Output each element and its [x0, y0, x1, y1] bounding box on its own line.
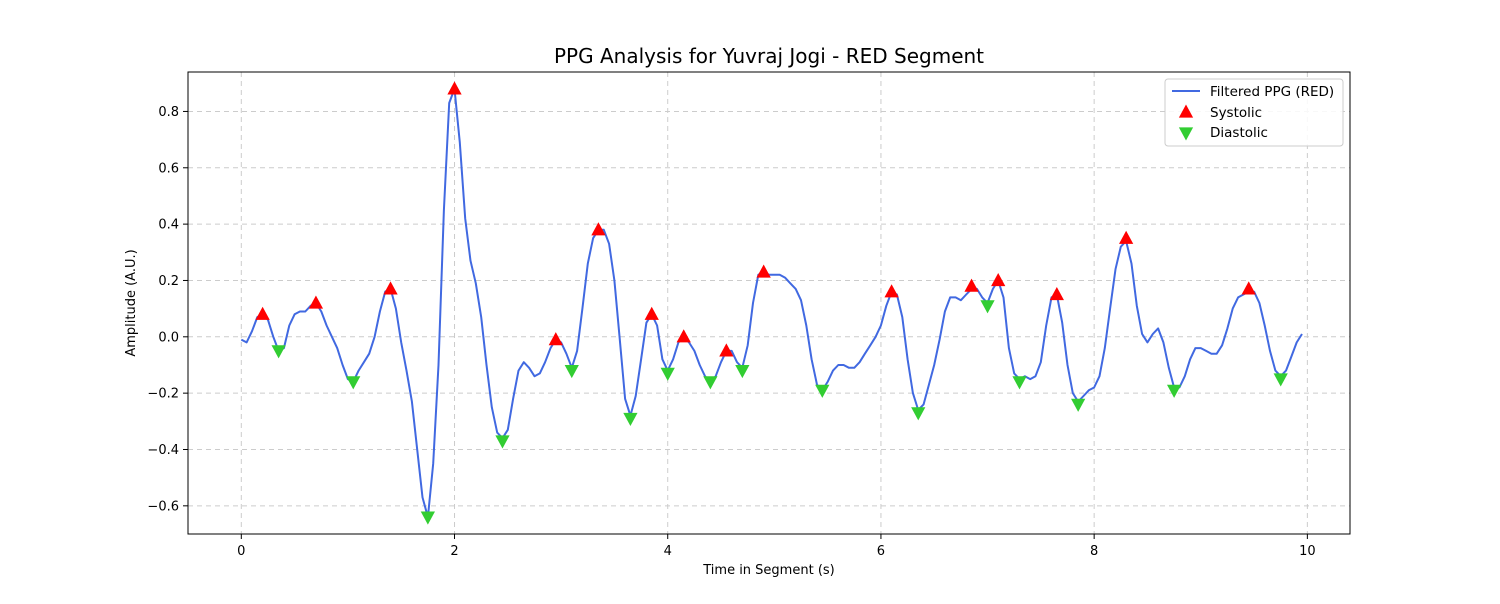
systolic-marker — [884, 284, 899, 298]
y-tick-label: 0.8 — [158, 105, 179, 120]
systolic-marker — [308, 295, 324, 309]
plot-frame — [187, 71, 1351, 535]
x-tick-label: 2 — [450, 544, 458, 559]
systolic-marker — [591, 222, 606, 236]
systolic-marker — [1049, 287, 1064, 301]
chart-title: PPG Analysis for Yuvraj Jogi - RED Segme… — [554, 44, 984, 68]
systolic-marker — [447, 81, 462, 95]
diastolic-marker — [1166, 384, 1182, 398]
systolic-marker — [1119, 230, 1134, 244]
marker-layer — [255, 81, 1288, 525]
y-tick-label: −0.4 — [147, 443, 179, 458]
systolic-marker — [991, 272, 1006, 287]
y-tick-label: −0.6 — [147, 499, 179, 514]
diastolic-marker — [1071, 398, 1086, 412]
diastolic-marker — [346, 376, 361, 390]
legend-label-diastolic: Diastolic — [1210, 125, 1268, 141]
diastolic-marker — [911, 407, 926, 421]
diastolic-marker — [420, 511, 435, 525]
diastolic-marker — [735, 364, 750, 379]
ticks: 0 2 4 6 8 10 −0.6 −0.4 −0.2 0.0 0.2 0.4 0.6 0.8 — [147, 105, 1315, 559]
x-tick-label: 6 — [877, 544, 885, 559]
x-tick-label: 10 — [1299, 544, 1316, 559]
legend-box — [1164, 78, 1344, 147]
y-axis-label: Amplitude (A.U.) — [124, 249, 139, 356]
systolic-marker — [1241, 281, 1256, 295]
legend-label-systolic: Systolic — [1210, 105, 1262, 121]
x-tick-label: 8 — [1090, 544, 1098, 559]
systolic-marker — [676, 329, 691, 343]
systolic-marker — [255, 306, 270, 320]
y-tick-label: 0.0 — [158, 330, 179, 345]
diastolic-marker — [1012, 376, 1027, 390]
x-axis-label: Time in Segment (s) — [702, 563, 834, 578]
diastolic-marker — [980, 300, 995, 314]
legend-triangle-down-icon — [1178, 127, 1194, 141]
diastolic-marker — [495, 435, 510, 449]
systolic-marker — [756, 264, 771, 278]
diastolic-marker — [660, 367, 675, 381]
diastolic-marker — [815, 384, 830, 398]
legend-triangle-up-icon — [1178, 104, 1194, 118]
y-tick-label: 0.2 — [158, 274, 179, 289]
diastolic-marker — [623, 412, 638, 426]
systolic-marker — [383, 281, 398, 295]
systolic-marker — [644, 306, 659, 320]
filtered-ppg-line — [240, 87, 1303, 519]
y-tick-label: 0.6 — [158, 161, 179, 176]
diastolic-marker — [703, 376, 718, 390]
legend-label-filtered-ppg: Filtered PPG (RED) — [1210, 84, 1334, 100]
diastolic-marker — [271, 345, 286, 359]
y-tick-label: 0.4 — [158, 218, 179, 233]
y-tick-label: −0.2 — [147, 387, 179, 402]
systolic-marker — [548, 332, 563, 346]
systolic-marker — [964, 278, 979, 292]
grid — [188, 72, 1350, 534]
x-tick-label: 0 — [237, 544, 245, 559]
systolic-marker — [719, 343, 734, 357]
legend: Filtered PPG (RED) Systolic Diastolic — [1164, 78, 1344, 147]
x-tick-label: 4 — [664, 544, 672, 559]
diastolic-marker — [564, 364, 579, 379]
diastolic-marker — [1273, 373, 1288, 387]
series-layer — [240, 87, 1303, 519]
